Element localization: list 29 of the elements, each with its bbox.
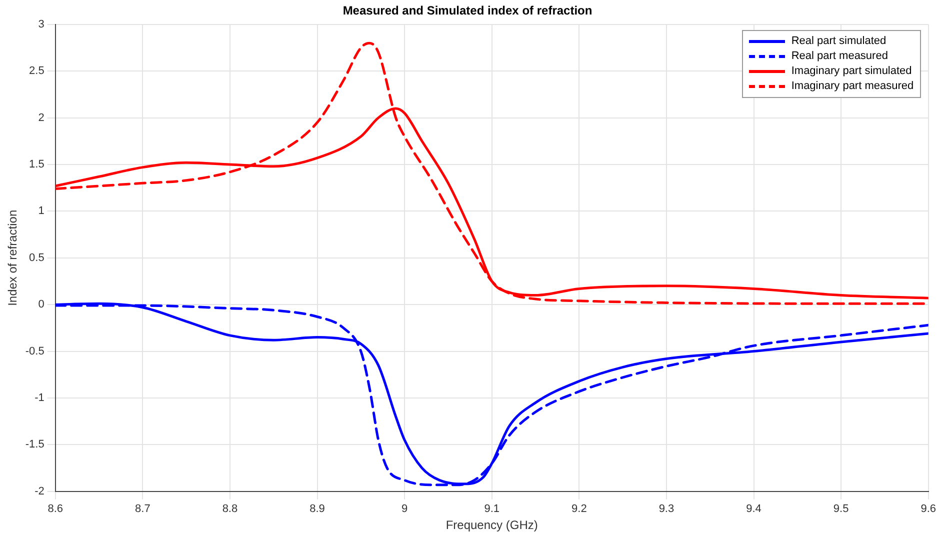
x-tick-label: 9 [401, 503, 408, 516]
x-tick-label: 9.3 [658, 503, 674, 516]
x-tick-label: 9.5 [833, 503, 849, 516]
legend-label: Imaginary part simulated [791, 64, 912, 80]
x-tick-label: 9.1 [484, 503, 500, 516]
y-tick-label: 1 [38, 205, 44, 218]
x-tick-label: 8.7 [135, 503, 150, 516]
x-tick-label: 9.6 [920, 503, 936, 516]
y-tick-label: 3 [38, 18, 44, 30]
y-axis-title: Index of refraction [6, 210, 20, 306]
y-tick-label: 2 [38, 112, 44, 124]
y-tick-label: -0.5 [25, 345, 44, 358]
chart-title: Measured and Simulated index of refraction [342, 4, 592, 18]
x-tick-label: 8.9 [310, 503, 325, 516]
x-tick-label: 9.4 [746, 503, 762, 516]
y-tick-label: 1.5 [29, 158, 44, 171]
x-tick-label: 8.8 [222, 503, 238, 516]
x-tick-label: 8.6 [48, 503, 64, 516]
y-tick-label: 2.5 [29, 65, 44, 78]
y-tick-label: -1 [34, 392, 44, 404]
legend-label: Real part simulated [791, 34, 886, 50]
x-axis-title: Frequency (GHz) [446, 518, 538, 532]
legend-label: Real part measured [791, 49, 888, 64]
y-tick-label: 0 [38, 298, 44, 311]
x-tick-label: 9.2 [572, 503, 587, 516]
y-tick-label: -2 [34, 485, 44, 498]
y-tick-label: -1.5 [25, 438, 44, 451]
y-tick-label: 0.5 [29, 252, 44, 264]
legend-label: Imaginary part measured [791, 79, 914, 94]
